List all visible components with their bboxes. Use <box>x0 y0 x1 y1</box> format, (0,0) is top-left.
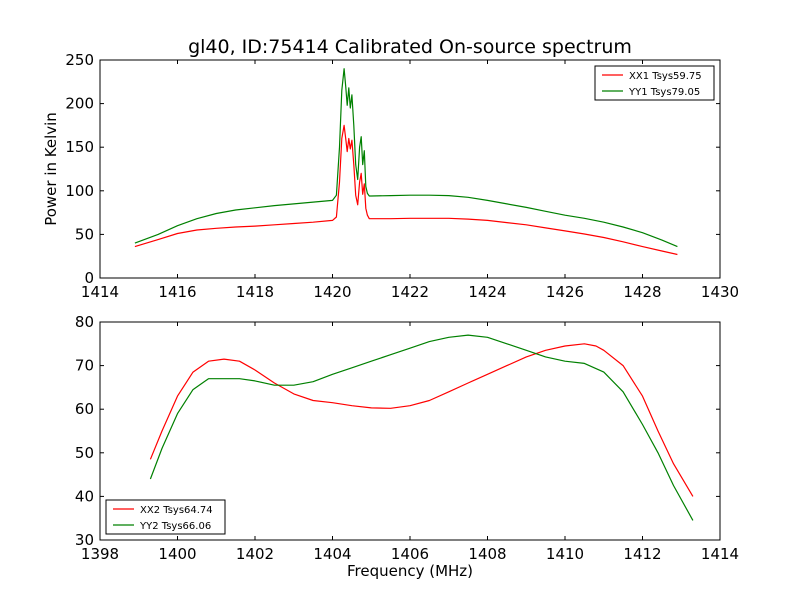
x-tick-label: 1430 <box>701 283 739 301</box>
legend: XX2 Tsys64.74 YY2 Tsys66.06 <box>105 499 226 535</box>
x-tick-label: 1424 <box>468 283 506 301</box>
legend-box <box>594 65 715 101</box>
series-line <box>149 343 694 497</box>
series-line <box>134 68 678 248</box>
x-tick-label: 1426 <box>546 283 584 301</box>
x-tick-label: 1418 <box>236 283 274 301</box>
x-tick-label: 1412 <box>623 545 661 563</box>
bottom-subplot: 1398 1400 1402 1404 1406 1408 1410 1412 1414 30 40… <box>75 313 739 580</box>
tick-group: 1398 1400 1402 1404 1406 1408 1410 1412 1414 30 40… <box>75 313 739 563</box>
x-tick-label: 1402 <box>236 545 274 563</box>
x-tick-label: 1410 <box>546 545 584 563</box>
y-tick-label: 0 <box>84 269 94 287</box>
series-line <box>149 334 694 521</box>
y-tick-label: 60 <box>75 400 94 418</box>
y-tick-label: 30 <box>75 531 94 549</box>
x-tick-label: 1408 <box>468 545 506 563</box>
x-tick-label: 1420 <box>313 283 351 301</box>
x-tick-label: 1428 <box>623 283 661 301</box>
x-tick-label: 1400 <box>158 545 196 563</box>
x-tick-label: 1404 <box>313 545 351 563</box>
y-tick-label: 40 <box>75 487 94 505</box>
y-tick-label: 50 <box>75 225 94 243</box>
legend-box <box>105 499 226 535</box>
legend-label: YY1 Tsys79.05 <box>628 87 700 98</box>
y-tick-label: 50 <box>75 444 94 462</box>
legend-label: XX1 Tsys59.75 <box>629 71 702 82</box>
legend-label: XX2 Tsys64.74 <box>140 505 213 516</box>
x-tick-label: 1416 <box>158 283 196 301</box>
chart-title: gl40, ID:75414 Calibrated On-source spec… <box>188 36 632 58</box>
y-tick-label: 80 <box>75 313 94 331</box>
y-tick-label: 200 <box>65 95 94 113</box>
legend-label: YY2 Tsys66.06 <box>139 521 211 532</box>
x-tick-label: 1406 <box>391 545 429 563</box>
y-tick-label: 250 <box>65 51 94 69</box>
x-axis-label: Frequency (MHz) <box>347 562 473 580</box>
tick-group: 1414 1416 1418 1420 1422 1424 1426 1428 1430 0 50 1… <box>65 51 739 301</box>
x-tick-label: 1398 <box>81 545 119 563</box>
x-tick-label: 1414 <box>701 545 739 563</box>
series-group <box>134 68 678 256</box>
y-tick-label: 100 <box>65 182 94 200</box>
top-subplot: 1414 1416 1418 1420 1422 1424 1426 1428 1430 0 50 1… <box>42 51 739 301</box>
x-tick-label: 1422 <box>391 283 429 301</box>
y-tick-label: 150 <box>65 138 94 156</box>
y-axis-label: Power in Kelvin <box>42 112 60 226</box>
series-line <box>134 124 678 256</box>
legend: XX1 Tsys59.75 YY1 Tsys79.05 <box>594 65 715 101</box>
series-group <box>149 334 694 521</box>
x-tick-label: 1414 <box>81 283 119 301</box>
y-tick-label: 70 <box>75 357 94 375</box>
